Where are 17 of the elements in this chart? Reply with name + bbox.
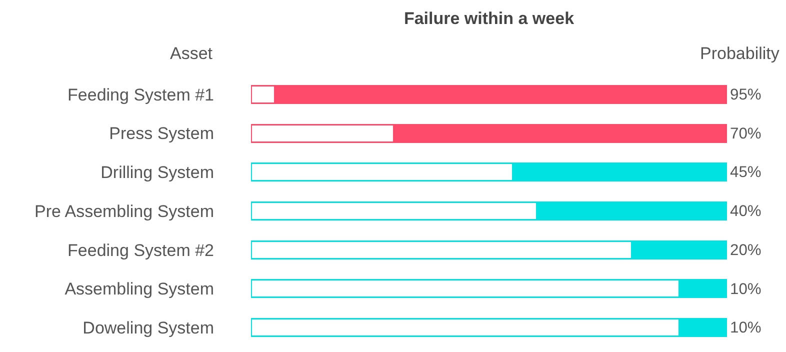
data-label: 20% xyxy=(730,242,762,259)
data-label: 10% xyxy=(730,280,762,298)
y-tick-label: Feeding System #1 xyxy=(68,85,214,104)
y-tick-label: Assembling System xyxy=(64,280,214,299)
data-label: 45% xyxy=(730,164,762,182)
data-label: 10% xyxy=(730,320,762,337)
data-label: 95% xyxy=(730,86,762,104)
text: Asset xyxy=(170,44,213,63)
data-label: 70% xyxy=(730,125,762,142)
y-tick-label: Pre Assembling System xyxy=(34,202,214,221)
y-tick-label: Feeding System #2 xyxy=(68,240,214,260)
y-tick-label: Doweling System xyxy=(82,318,214,338)
data-label: 40% xyxy=(730,203,762,220)
chart-title: Failure within a week xyxy=(404,9,575,28)
text: Probability xyxy=(700,44,780,63)
y-tick-label: Drilling System xyxy=(100,163,214,182)
y-tick-label: Press System xyxy=(109,124,214,144)
